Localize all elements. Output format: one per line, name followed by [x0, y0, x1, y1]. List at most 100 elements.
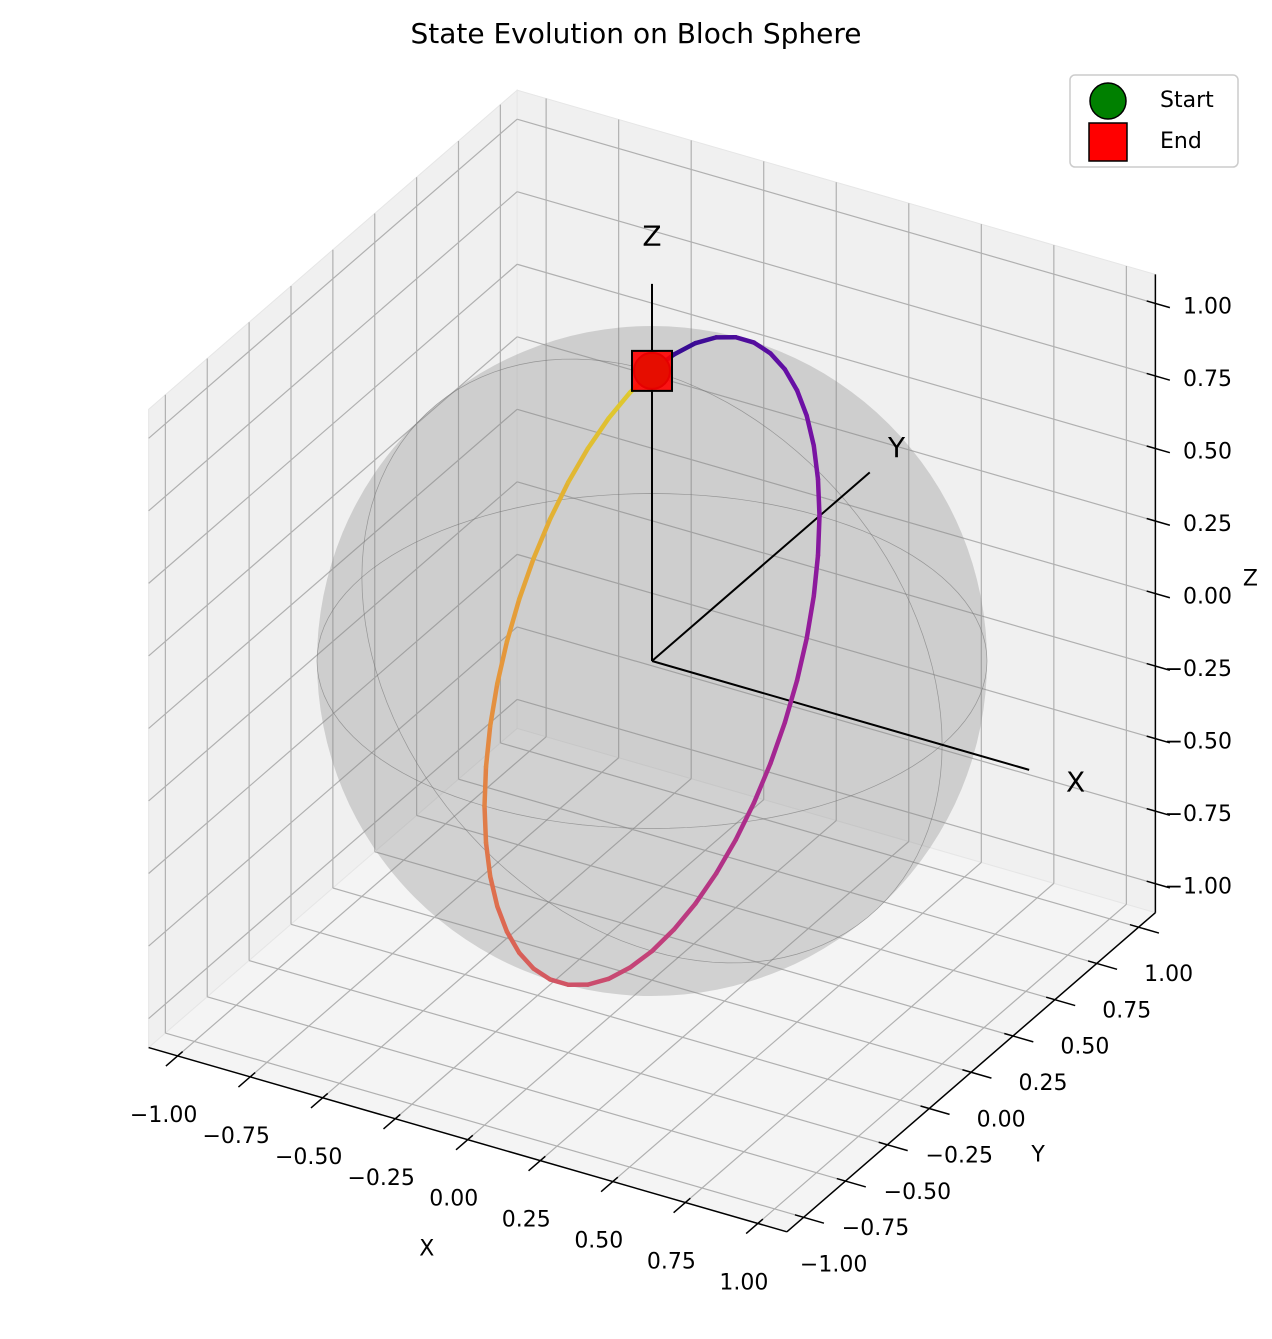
trajectory-segment [804, 413, 817, 448]
x-tick-label: 0.00 [429, 1187, 478, 1212]
grid-line [248, 959, 888, 1146]
x-tick-label: 0.50 [574, 1229, 623, 1254]
x-tick-mark [455, 1134, 474, 1151]
grid-line [458, 778, 1097, 965]
grid-line [516, 553, 1156, 740]
trajectory-segment [671, 340, 698, 357]
trajectory-segment [606, 965, 633, 982]
y-tick-label: 0.50 [1060, 1035, 1109, 1060]
trajectory-segment [782, 678, 800, 725]
x-tick-mark [165, 1051, 184, 1067]
trajectory-segment [483, 723, 493, 769]
x-tick-label: 0.25 [502, 1208, 551, 1233]
x-tick-mark [237, 1071, 256, 1088]
z-tick-mark [1146, 880, 1171, 889]
trajectory-segment [606, 390, 633, 421]
trajectory-segment [504, 597, 522, 644]
grid-line [290, 923, 930, 1110]
bloch-axis [651, 471, 871, 662]
y-tick-mark [1004, 1032, 1034, 1043]
z-axis-label: Z [1243, 567, 1258, 592]
grid-line [516, 626, 1156, 812]
trajectory-segment [649, 927, 677, 954]
bloch-axis [651, 660, 1030, 771]
y-tick-mark [1129, 923, 1160, 934]
grid-line [516, 336, 1156, 522]
y-tick-mark [1087, 960, 1118, 971]
trajectory-segment [494, 903, 510, 934]
z-tick-mark [1146, 300, 1171, 309]
grid-line [148, 118, 518, 439]
trajectory-segment [794, 635, 810, 683]
y-tick-mark [836, 1177, 867, 1188]
trajectory-segment [693, 335, 719, 346]
z-tick-label: 0.75 [1183, 367, 1232, 392]
legend: Start End [1069, 74, 1239, 168]
trajectory-segment [487, 681, 500, 729]
grid-line [516, 191, 1156, 377]
grid-line [148, 408, 518, 729]
trajectory-segment [804, 593, 817, 641]
z-tick-mark [1146, 517, 1171, 526]
legend-label: Start [1160, 88, 1214, 113]
grid-line [148, 263, 518, 584]
y-tick-mark [794, 1214, 825, 1224]
trajectory-segment [547, 977, 571, 988]
trajectory-segment [487, 874, 500, 909]
trajectory-segment [811, 443, 821, 482]
y-tick-label: −0.25 [926, 1144, 993, 1169]
bloch-axis-label: Y [887, 431, 906, 464]
grid-line [148, 336, 518, 657]
trajectory-segment [811, 553, 821, 599]
trajectory-segment [671, 901, 698, 932]
trajectory-segment [482, 764, 489, 809]
trajectory-segment [504, 929, 522, 955]
trajectory-segment [531, 966, 553, 982]
trajectory-segment [768, 720, 788, 766]
x-tick-label: −0.50 [275, 1145, 342, 1170]
y-tick-label: 0.00 [977, 1107, 1026, 1132]
trajectory-segment [815, 513, 822, 558]
x-tick-mark [528, 1155, 546, 1172]
trajectory-segment [516, 950, 536, 971]
trajectory-segment [516, 556, 536, 602]
trajectory-segment [733, 800, 757, 842]
trajectory-segment [713, 837, 738, 876]
y-tick-mark [920, 1105, 950, 1116]
y-axis-label: Y [1030, 1142, 1045, 1167]
z-tick-label: 0.50 [1183, 440, 1232, 465]
trajectory-segment [794, 388, 810, 419]
x-tick-mark [673, 1197, 691, 1214]
sphere-wireframe [361, 358, 943, 964]
grid-line [374, 851, 1014, 1037]
legend-label: End [1160, 129, 1202, 154]
y-tick-label: 0.25 [1019, 1071, 1068, 1096]
trajectory-segment [751, 761, 773, 805]
grid-line [416, 814, 1056, 1001]
trajectory-segment [751, 340, 773, 356]
x-tick-mark [310, 1092, 329, 1109]
trajectory-segment [815, 476, 822, 519]
trajectory-segment [585, 976, 611, 987]
y-tick-label: −0.75 [842, 1216, 909, 1241]
trajectory-segment [693, 871, 719, 906]
x-tick-mark [383, 1113, 401, 1130]
x-tick-label: 1.00 [719, 1270, 768, 1295]
grid-line [207, 996, 846, 1182]
grid-line [516, 698, 1156, 885]
y-tick-label: −1.00 [800, 1252, 867, 1277]
grid-line [332, 887, 972, 1073]
grid-line [148, 626, 518, 947]
z-tick-label: −1.00 [1165, 875, 1232, 900]
z-tick-mark [1146, 735, 1171, 744]
grid-line [148, 191, 518, 512]
chart-title: State Evolution on Bloch Sphere [410, 17, 861, 50]
end-marker [631, 349, 673, 392]
trajectory-segment [768, 351, 788, 372]
trajectory-segment [482, 803, 489, 846]
trajectory-segment [627, 948, 655, 970]
trajectory-segment [547, 480, 571, 522]
bloch-axis-label: X [1066, 765, 1085, 798]
